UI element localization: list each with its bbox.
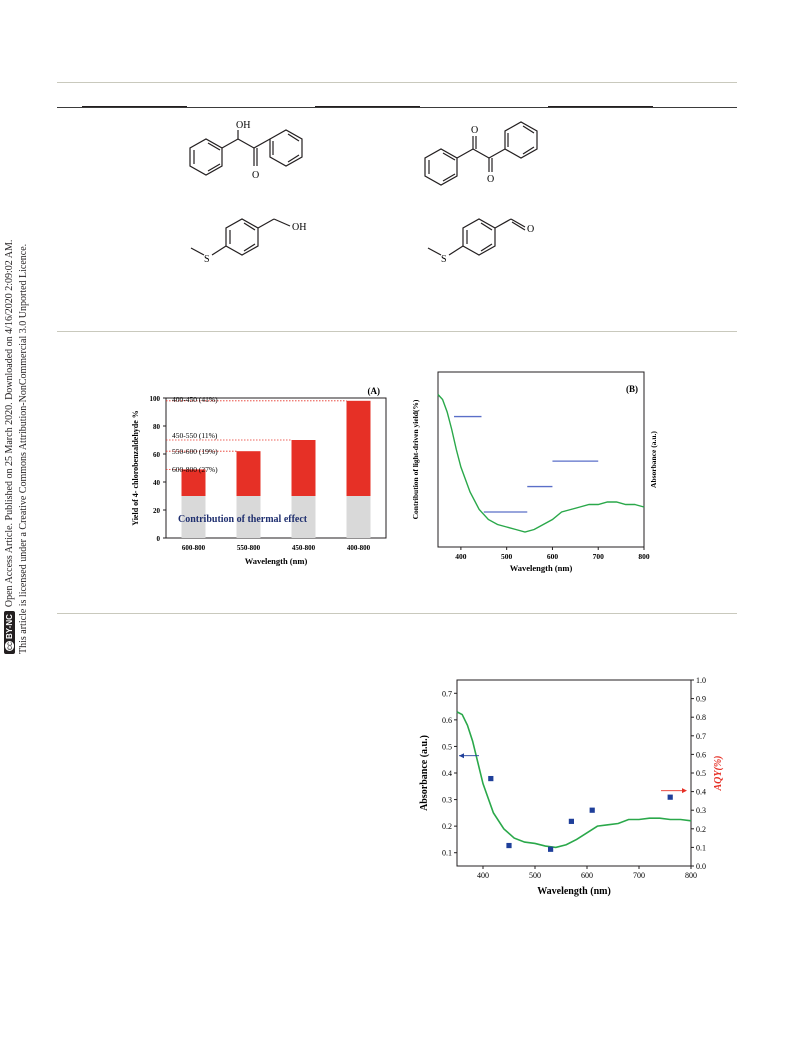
s-label: S (441, 254, 447, 265)
plot-frame (165, 397, 387, 539)
methylthio-benzaldehyde-structure: S O (427, 218, 534, 265)
table-rule (57, 107, 737, 108)
y-tick-label-left: 0.2 (442, 822, 452, 831)
panel-label: (B) (626, 384, 638, 394)
x-tick-label: 800 (638, 552, 650, 561)
absorbance-curve (456, 711, 692, 849)
absorbance-curve (437, 394, 645, 533)
y-tick-label-right: 0.2 (696, 825, 706, 834)
bar-thermal (181, 496, 206, 538)
bar-light (181, 469, 206, 496)
bar-light (236, 451, 261, 496)
aqy-point (667, 794, 673, 800)
y-tick-label-left: 0.6 (442, 716, 452, 725)
x-tick-label: 600 (547, 552, 559, 561)
table-column-rule (82, 106, 187, 107)
left-axis-arrow-head (459, 753, 464, 759)
x-tick-label: 400-800 (347, 544, 371, 552)
table-column-rule (548, 106, 653, 107)
open-access-text: Open Access Article. Published on 25 Mar… (4, 239, 15, 608)
o-label: O (527, 224, 534, 235)
x-tick-label: 700 (593, 552, 605, 561)
oh-label: OH (292, 222, 306, 233)
y-tick-label: 20 (153, 507, 161, 515)
aqy-point (506, 842, 512, 849)
y-axis-label: Yield of 4- chlorobenzaldehyde % (131, 410, 140, 526)
chart-b-light-contribution: 400 500 600 700 800 (B) Wavelength (nm) Contrib… (411, 371, 658, 573)
bar-thermal (291, 496, 316, 538)
y-tick-label-left: 0.1 (442, 849, 452, 858)
right-axis-arrow-head (682, 788, 687, 794)
y-tick-label-left: 0.4 (442, 769, 452, 778)
header-rule (57, 82, 737, 83)
y-tick-label-right: 1.0 (696, 676, 706, 685)
y-axis-label-left: Contribution of light-driven yield(%) (411, 399, 420, 519)
section-rule (57, 331, 737, 332)
o-label: O (471, 125, 478, 136)
y-tick-label-left: 0.7 (442, 689, 452, 698)
x-axis-label: Wavelength (nm) (537, 886, 611, 897)
o-label: O (252, 170, 259, 181)
x-tick-label: 800 (685, 871, 697, 880)
s-label: S (204, 254, 210, 265)
y-tick-label-right: 0.4 (696, 788, 706, 797)
y-tick-label-right: 0.6 (696, 750, 706, 759)
benzil-structure: O O (424, 121, 538, 186)
chart-a-stacked-bar: 0 20 40 60 80 100 600-800 550-800 450-800 400-800… (131, 386, 387, 566)
cc-license-badge[interactable]: ccBY-NC (4, 611, 15, 654)
y-tick-label: 0 (157, 535, 161, 543)
x-tick-label: 600-800 (182, 544, 206, 552)
aqy-point (589, 807, 595, 813)
bar-thermal (236, 496, 261, 538)
x-tick-label: 400 (455, 552, 467, 561)
y-tick-label-left: 0.5 (442, 742, 452, 751)
annotation-label: 550-600 (19%) (172, 447, 218, 456)
license-text: This article is licensed under a Creativ… (18, 243, 29, 654)
table-column-rule (315, 106, 420, 107)
y-tick-label-right: 0.8 (696, 713, 706, 722)
x-tick-label: 500 (529, 871, 541, 880)
plot-frame (437, 371, 645, 548)
x-tick-label: 550-800 (237, 544, 261, 552)
x-axis-label: Wavelength (nm) (510, 563, 573, 573)
bar-thermal (346, 496, 371, 538)
y-tick-label-right: 0.7 (696, 732, 706, 741)
aqy-point (488, 775, 494, 782)
x-axis-label: Wavelength (nm) (245, 556, 308, 566)
benzoin-structure: OH O (189, 120, 303, 181)
annotation-label: 600-800 (27%) (172, 465, 218, 474)
bar-light (346, 400, 371, 496)
aqy-point (548, 846, 554, 852)
y-tick-label: 60 (153, 451, 161, 459)
x-tick-label: 500 (501, 552, 513, 561)
aqy-point (568, 818, 574, 824)
x-tick-label: 450-800 (292, 544, 316, 552)
y-axis-label-right: AQY(%) (713, 756, 724, 792)
y-tick-label-right: 0.9 (696, 695, 706, 704)
thermal-effect-label: Contribution of thermal effect (178, 514, 308, 525)
x-tick-label: 600 (581, 871, 593, 880)
panel-label: (A) (368, 386, 381, 396)
y-tick-label-left: 0.3 (442, 796, 452, 805)
y-tick-label: 80 (153, 423, 161, 431)
annotation-label: 400-450 (41%) (172, 395, 218, 404)
y-axis-label-right: Absorbance (a.u.) (649, 431, 658, 488)
x-tick-label: 700 (633, 871, 645, 880)
y-axis-label-left: Absorbance (a.u.) (419, 735, 430, 811)
chart-c-absorbance-aqy: 400 500 600 700 800 0.1 0.2 0.3 0.4 0.5 0.6 0.7 0.0 0… (419, 676, 724, 897)
oh-label: OH (236, 120, 250, 131)
methylthio-benzyl-alcohol-structure: S OH (190, 218, 306, 265)
y-tick-label: 100 (150, 395, 161, 403)
y-tick-label-right: 0.1 (696, 843, 706, 852)
plot-frame (456, 679, 692, 867)
bar-light (291, 440, 316, 496)
y-tick-label-right: 0.5 (696, 769, 706, 778)
section-rule (57, 613, 737, 614)
o-label: O (487, 174, 494, 185)
y-tick-label-right: 0.3 (696, 806, 706, 815)
y-tick-label-right: 0.0 (696, 862, 706, 871)
annotation-label: 450-550 (11%) (172, 431, 218, 440)
x-tick-label: 400 (477, 871, 489, 880)
y-tick-label: 40 (153, 479, 161, 487)
